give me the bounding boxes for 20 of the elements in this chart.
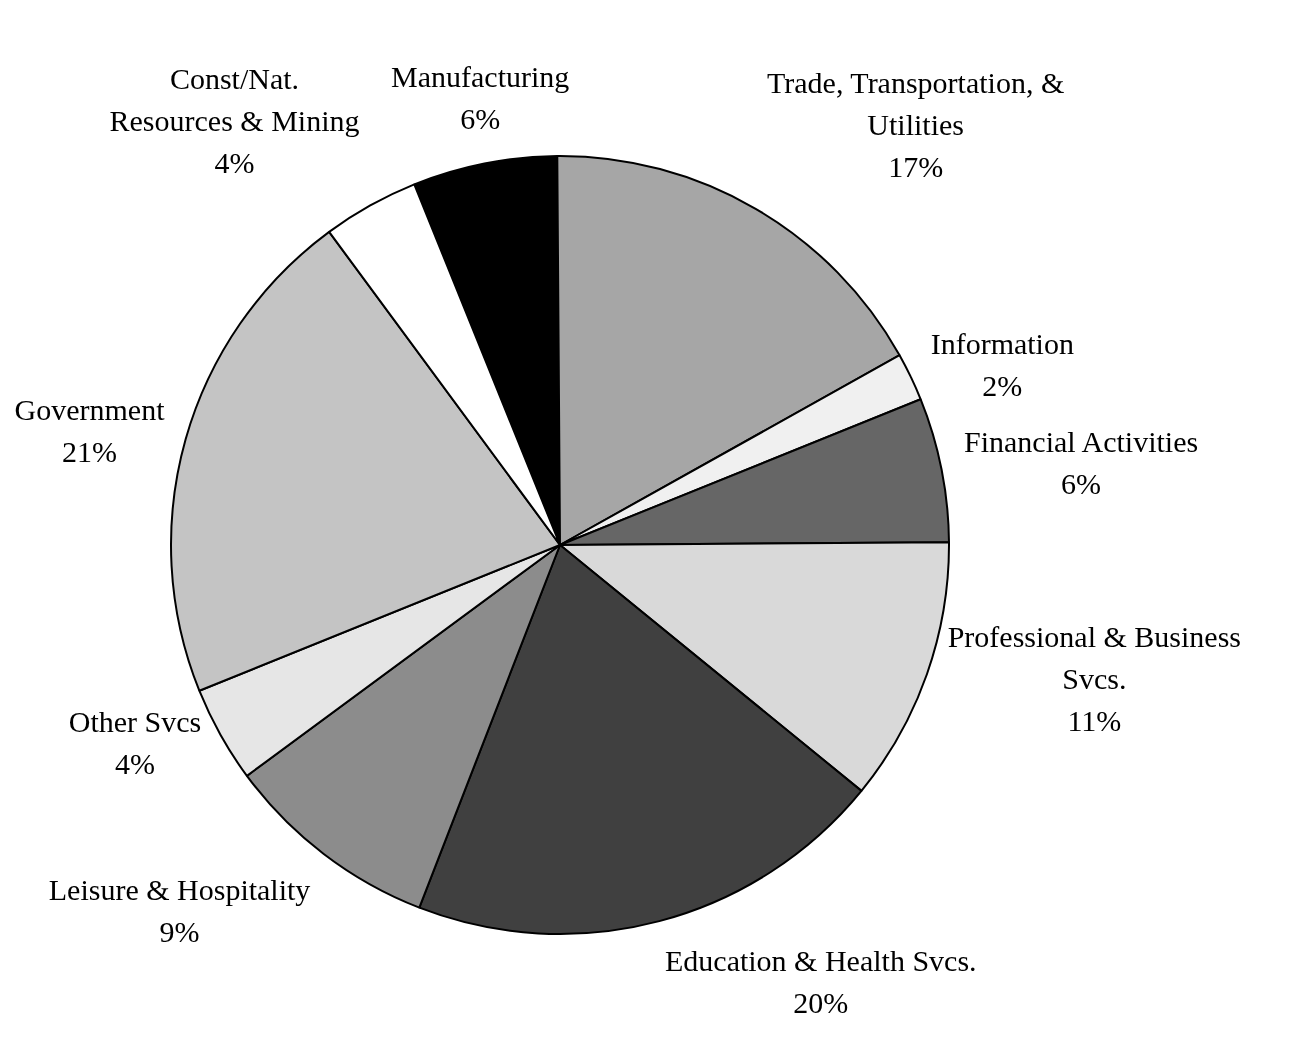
slice-label: Education & Health Svcs. [664,944,977,978]
slice-label: Const/Nat. Resources & Mining [109,62,360,138]
data-label: 21% [62,434,118,468]
data-label: 17% [888,149,944,183]
slice-label: Professional & Business Svcs. [947,620,1241,696]
slice-label: Trade, Transportation, & Utilities [767,65,1065,141]
slice-label: Financial Activities [963,425,1199,459]
slice-label: Government [14,392,166,426]
slice-label: Manufacturing [391,59,570,93]
slice-label: Information [930,327,1074,361]
data-label: 9% [159,915,200,949]
data-label: 2% [982,369,1023,403]
data-label: 4% [214,146,255,180]
data-label: 11% [1067,704,1122,738]
slice-label: Leisure & Hospitality [48,873,311,907]
data-label: 20% [793,986,849,1020]
data-label: 6% [460,101,501,135]
data-label: 4% [114,747,155,781]
slice-label: Other Svcs [68,705,202,739]
data-label: 6% [1061,467,1102,501]
